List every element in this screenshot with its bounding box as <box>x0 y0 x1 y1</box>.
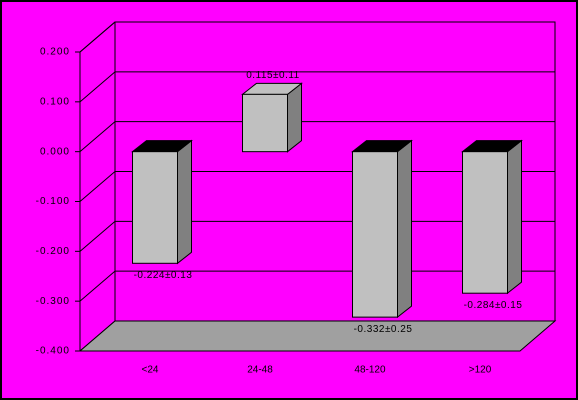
x-tick-label: <24 <box>142 365 159 376</box>
grid-line-side <box>79 71 116 103</box>
value-label: -0.332±0.25 <box>354 324 413 335</box>
bar-side <box>287 82 302 153</box>
bar <box>352 151 398 318</box>
grid-line-side <box>79 270 116 302</box>
y-tick-label: -0.300 <box>36 296 70 307</box>
bar-side <box>177 139 192 265</box>
x-tick-label: 24-48 <box>247 365 273 376</box>
bar <box>462 151 508 294</box>
x-tick-label: >120 <box>469 365 492 376</box>
grid-line-side <box>79 220 116 252</box>
floor <box>78 320 557 352</box>
bar-side <box>397 139 412 319</box>
y-tick-label: 0.100 <box>40 96 70 107</box>
y-tick-label: 0.200 <box>40 47 70 58</box>
bar <box>242 93 288 153</box>
x-tick-label: 48-120 <box>354 365 386 376</box>
grid-line-side <box>79 21 116 53</box>
bar <box>132 151 178 264</box>
grid-line-side <box>79 171 116 202</box>
grid-line-side <box>79 121 116 153</box>
value-label: 0.115±0.11 <box>246 70 300 81</box>
value-label: -0.224±0.13 <box>134 270 193 281</box>
y-tick-label: -0.200 <box>36 246 70 257</box>
y-tick-label: -0.400 <box>36 346 70 357</box>
y-tick-label: -0.100 <box>36 196 70 207</box>
value-label: -0.284±0.15 <box>464 300 523 311</box>
bar-side <box>507 139 522 295</box>
y-tick-label: 0.000 <box>40 146 70 157</box>
